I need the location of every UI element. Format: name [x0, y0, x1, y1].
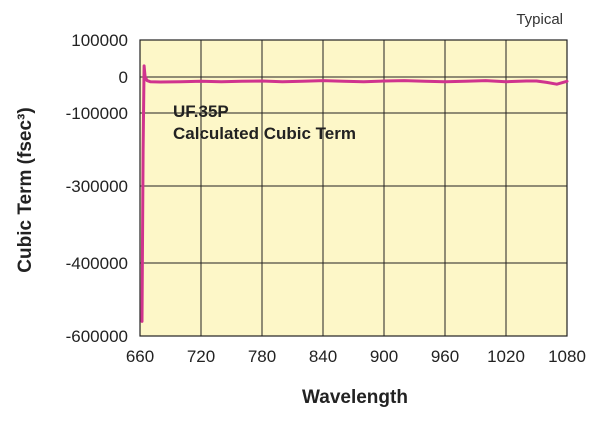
plot-area: [140, 40, 567, 336]
y-axis-title: Cubic Term (fsec³): [15, 107, 36, 272]
x-tick-label: 660: [126, 347, 154, 366]
typical-note: Typical: [516, 11, 563, 28]
y-tick-label: -100000: [66, 104, 128, 123]
y-tick-labels: 100000 0 -100000 -300000 -400000 -600000: [66, 31, 128, 346]
x-tick-label: 900: [370, 347, 398, 366]
x-tick-label: 720: [187, 347, 215, 366]
series-line: [140, 64, 569, 323]
x-axis-title: Wavelength: [302, 387, 408, 408]
x-tick-label: 780: [248, 347, 276, 366]
y-tick-label: 0: [119, 68, 128, 87]
x-tick-label: 1080: [548, 347, 586, 366]
y-tick-label: 100000: [71, 31, 128, 50]
y-tick-label: -600000: [66, 327, 128, 346]
x-tick-label: 1020: [487, 347, 525, 366]
y-tick-label: -300000: [66, 177, 128, 196]
x-tick-labels: 660 720 780 840 900 960 1020 1080: [126, 347, 586, 366]
annotation-line-2: Calculated Cubic Term: [173, 124, 356, 143]
plot-frame: [139, 39, 568, 337]
x-tick-label: 960: [431, 347, 459, 366]
y-tick-label: -400000: [66, 254, 128, 273]
x-tick-label: 840: [309, 347, 337, 366]
annotation-line-1: UF.35P: [173, 102, 229, 121]
